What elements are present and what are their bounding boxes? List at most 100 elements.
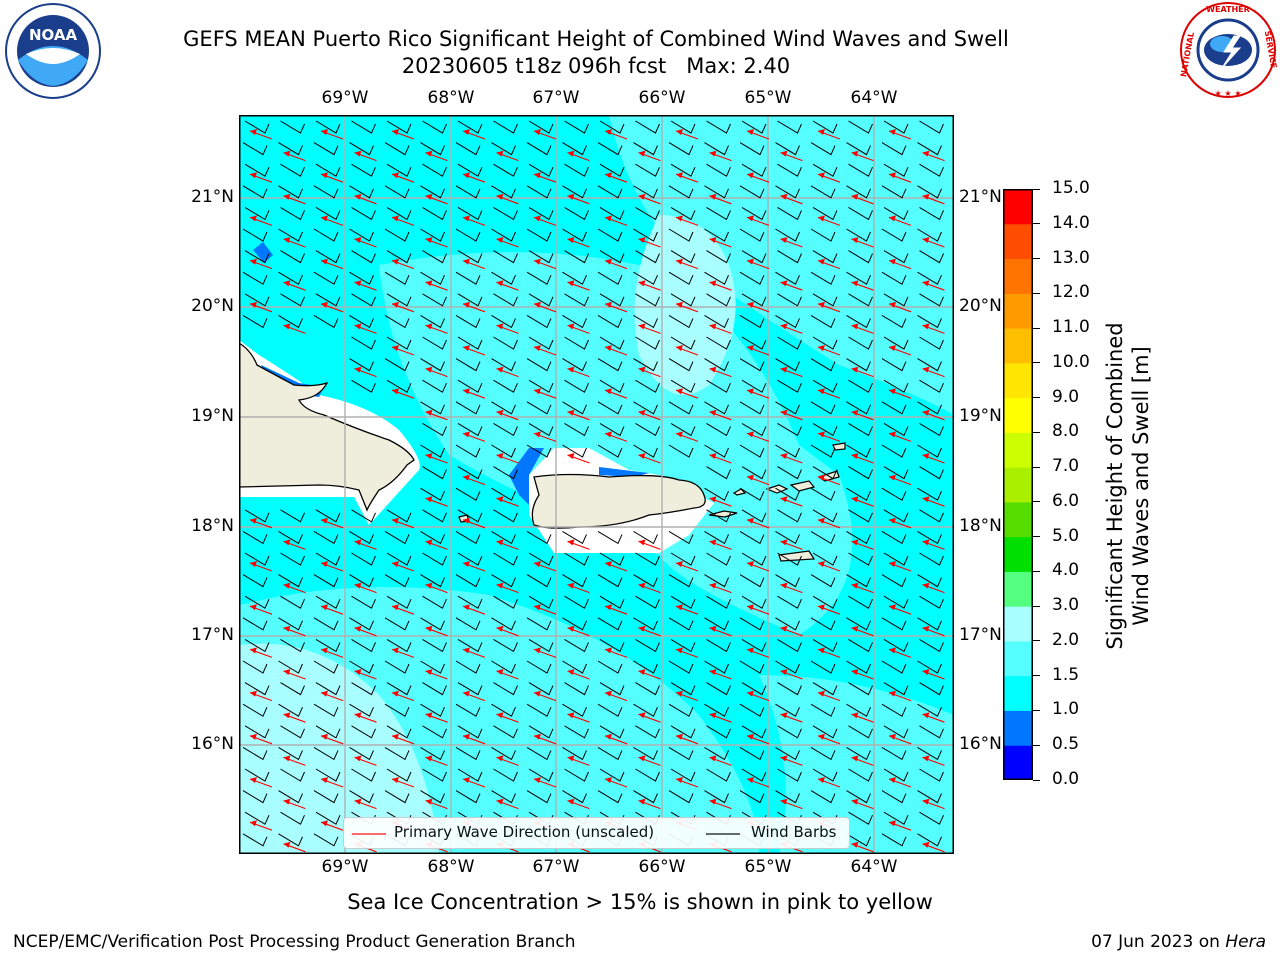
wind-barb <box>562 530 587 545</box>
wind-barb <box>457 638 483 653</box>
wind-barb <box>386 682 412 696</box>
wind-barb <box>528 725 554 739</box>
colorbar-tick-label: 11.0 <box>1052 317 1090 338</box>
wind-barb <box>349 790 374 804</box>
wave-direction-arrow <box>817 517 841 529</box>
chart-subtitle: 20230605 t18z 096h fcst Max: 2.40 <box>401 54 791 78</box>
wind-barb <box>810 660 836 674</box>
wind-barb <box>493 682 518 696</box>
wind-barb <box>457 595 483 609</box>
wind-barb <box>919 768 944 782</box>
colorbar-tick-mark <box>1033 640 1040 642</box>
wind-barb <box>741 336 767 350</box>
wave-direction-arrow <box>462 345 486 356</box>
wave-direction-arrow <box>462 258 486 270</box>
wave-direction-arrow <box>283 237 306 248</box>
wind-barb <box>349 660 374 674</box>
wind-barb <box>919 336 944 350</box>
wave-direction-arrow <box>425 237 448 248</box>
wind-barb <box>812 509 838 523</box>
wind-barb <box>670 552 696 566</box>
wind-barb <box>777 379 802 393</box>
wave-direction-arrow <box>320 820 344 831</box>
lon-label-bottom: 67°W <box>532 857 580 877</box>
wind-barb <box>881 530 907 545</box>
wind-barb <box>491 574 516 588</box>
lon-label-top: 66°W <box>638 88 686 108</box>
wind-barb <box>704 660 729 674</box>
wind-barb <box>775 487 800 501</box>
wind-barb <box>704 617 729 631</box>
lon-label-bottom: 65°W <box>744 857 792 877</box>
wind-barb <box>635 768 660 782</box>
wind-barb <box>313 746 339 761</box>
wind-barb <box>386 163 412 177</box>
colorbar-tick-mark <box>1033 362 1040 364</box>
wind-barb <box>562 401 587 415</box>
wind-barb <box>491 185 516 199</box>
wind-barb <box>704 314 729 329</box>
wave-direction-arrow <box>817 345 841 356</box>
wave-direction-arrow <box>675 258 699 270</box>
wave-direction-arrow <box>746 690 770 702</box>
lat-label-right: 19°N <box>959 406 1002 426</box>
wave-direction-arrow <box>746 345 770 356</box>
wave-direction-arrow <box>462 517 486 529</box>
wind-barb <box>846 617 871 631</box>
wind-barb <box>315 120 341 134</box>
wind-barb <box>242 833 268 847</box>
wave-direction-arrow <box>817 215 841 226</box>
wave-direction-arrow <box>496 798 519 810</box>
wave-direction-arrow <box>780 453 803 464</box>
wind-barb <box>528 768 554 782</box>
wave-direction-arrow <box>638 755 661 766</box>
wind-barb <box>848 120 873 134</box>
wind-barb <box>386 206 412 221</box>
wind-barb <box>846 574 871 588</box>
wind-barb <box>420 444 445 458</box>
wind-barb <box>739 444 765 458</box>
wind-barb <box>491 444 516 458</box>
wind-barb <box>528 682 554 696</box>
wave-direction-arrow <box>425 712 448 723</box>
wind-barb <box>881 833 907 847</box>
wind-barb <box>386 120 412 134</box>
wind-barb <box>777 682 802 696</box>
wind-barb <box>739 746 765 761</box>
wind-barb <box>881 790 907 804</box>
wave-direction-arrow <box>533 561 557 572</box>
wave-direction-arrow <box>462 604 486 615</box>
wave-direction-arrow <box>817 172 841 183</box>
wave-direction-arrow <box>817 777 841 788</box>
wind-barb <box>420 271 445 285</box>
wind-barb <box>848 336 873 350</box>
wind-barb <box>919 682 944 696</box>
wind-barb <box>491 228 516 242</box>
wind-barb <box>280 595 305 609</box>
wave-direction-arrow <box>638 280 661 291</box>
wind-barb <box>881 617 907 631</box>
wave-direction-arrow <box>391 647 415 658</box>
wind-barb <box>422 509 447 523</box>
wind-barb <box>564 163 589 177</box>
wind-barb <box>919 163 944 177</box>
wind-barb <box>881 358 907 372</box>
wind-barb <box>706 768 731 782</box>
wind-barb <box>848 552 873 566</box>
wind-barb <box>599 206 625 221</box>
wind-barb <box>455 444 481 458</box>
wind-barb <box>812 379 838 393</box>
wind-barb <box>315 811 341 825</box>
wind-barb <box>280 293 305 307</box>
wind-barb <box>848 293 873 307</box>
wind-barb <box>420 746 445 761</box>
wave-direction-arrow <box>817 129 841 140</box>
wind-barb <box>846 314 871 329</box>
colorbar-tick-label: 1.0 <box>1052 699 1080 720</box>
wave-direction-arrow <box>567 453 590 464</box>
lat-label-right: 21°N <box>959 187 1002 207</box>
wind-barb <box>775 314 800 329</box>
wave-direction-arrow <box>604 388 628 399</box>
wave-direction-arrow <box>533 172 557 183</box>
wave-direction-arrow <box>283 755 306 766</box>
